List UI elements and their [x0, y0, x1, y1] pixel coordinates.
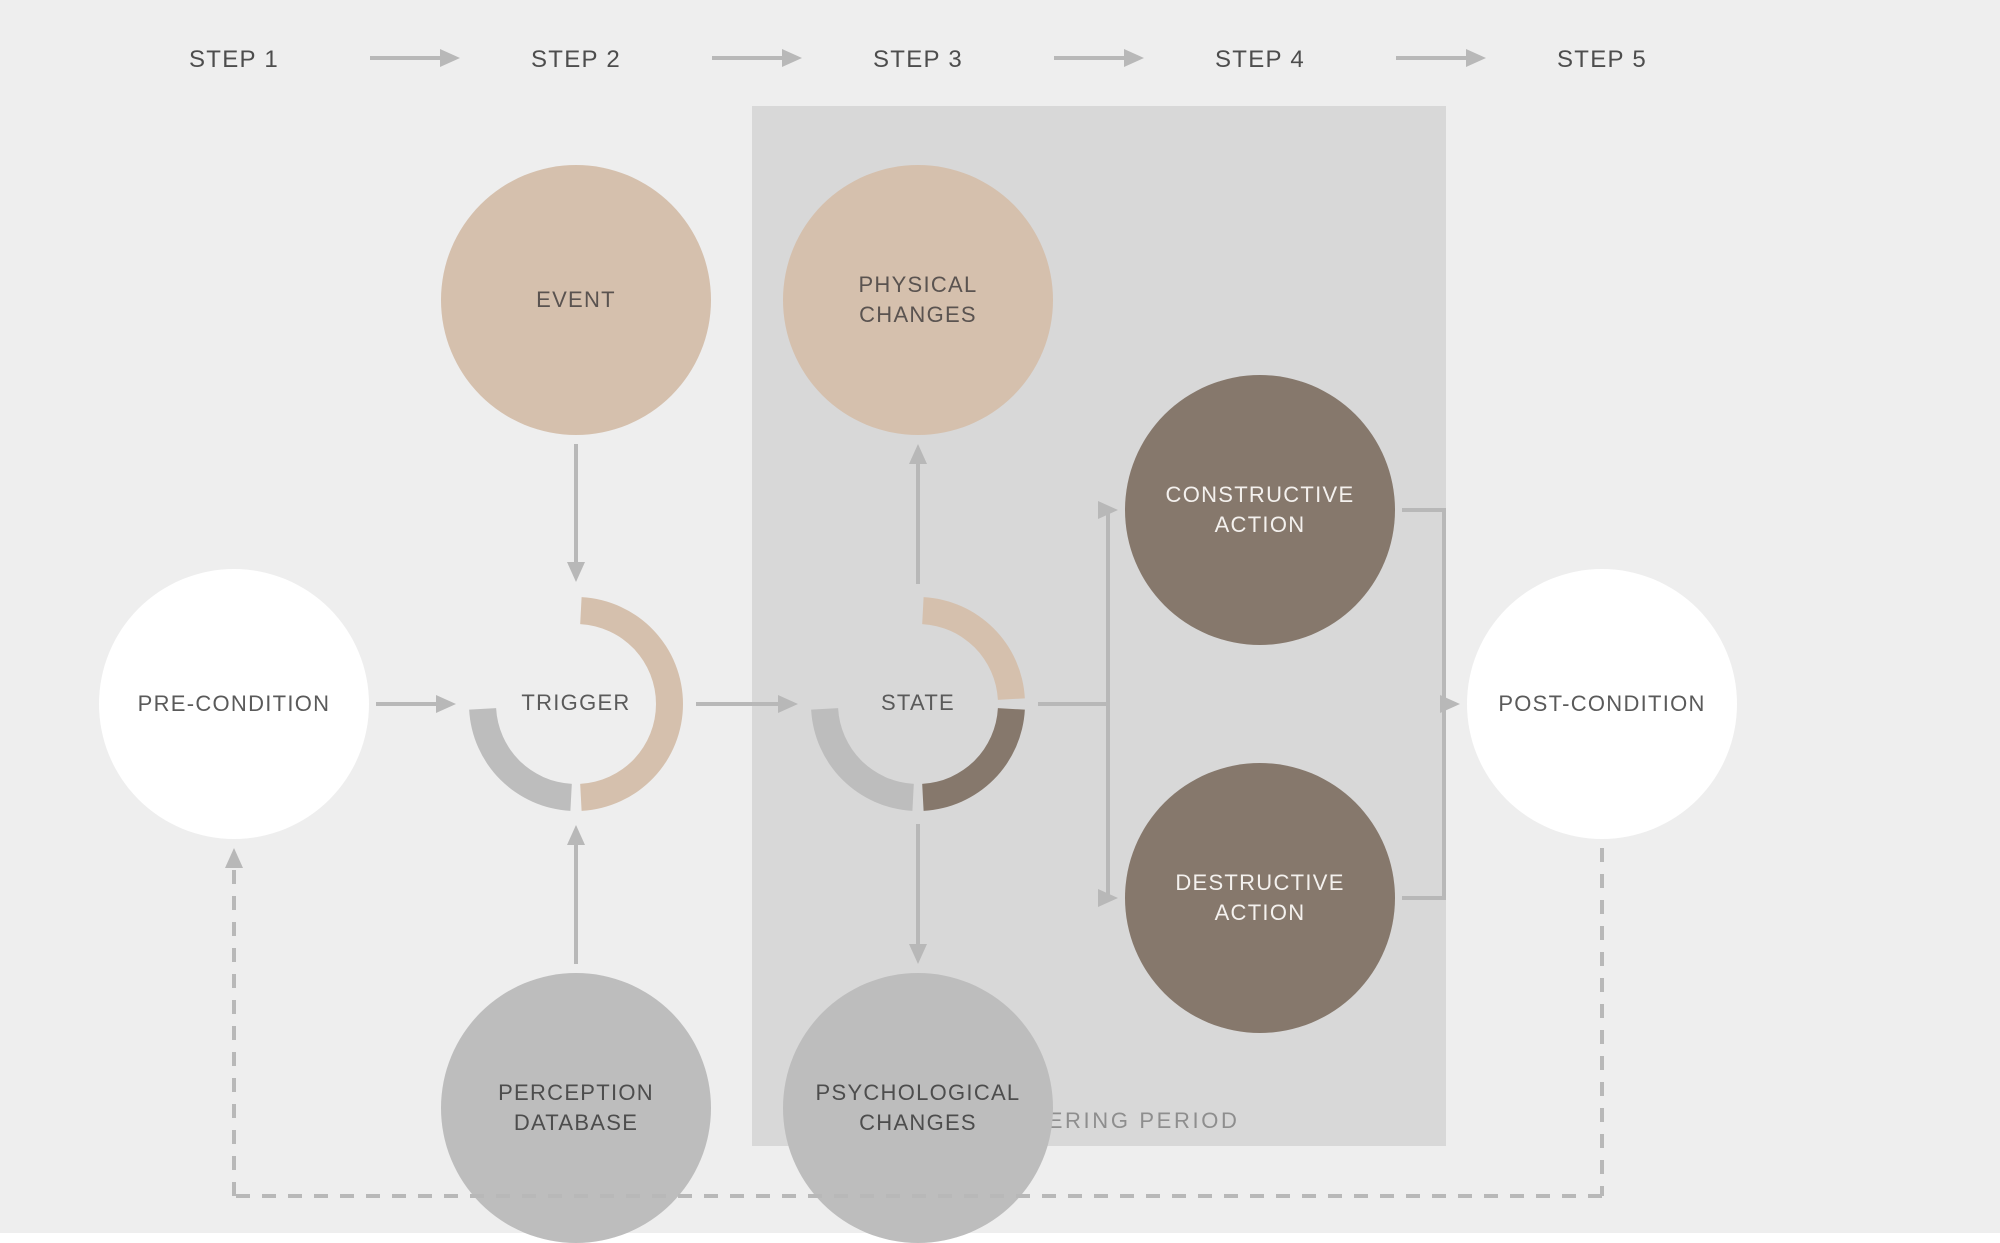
diagram-stage: SELECTIVE FILTERING PERIODSTEP 1STEP 2ST…	[0, 0, 2000, 1233]
feedback-loop	[0, 0, 2000, 1233]
